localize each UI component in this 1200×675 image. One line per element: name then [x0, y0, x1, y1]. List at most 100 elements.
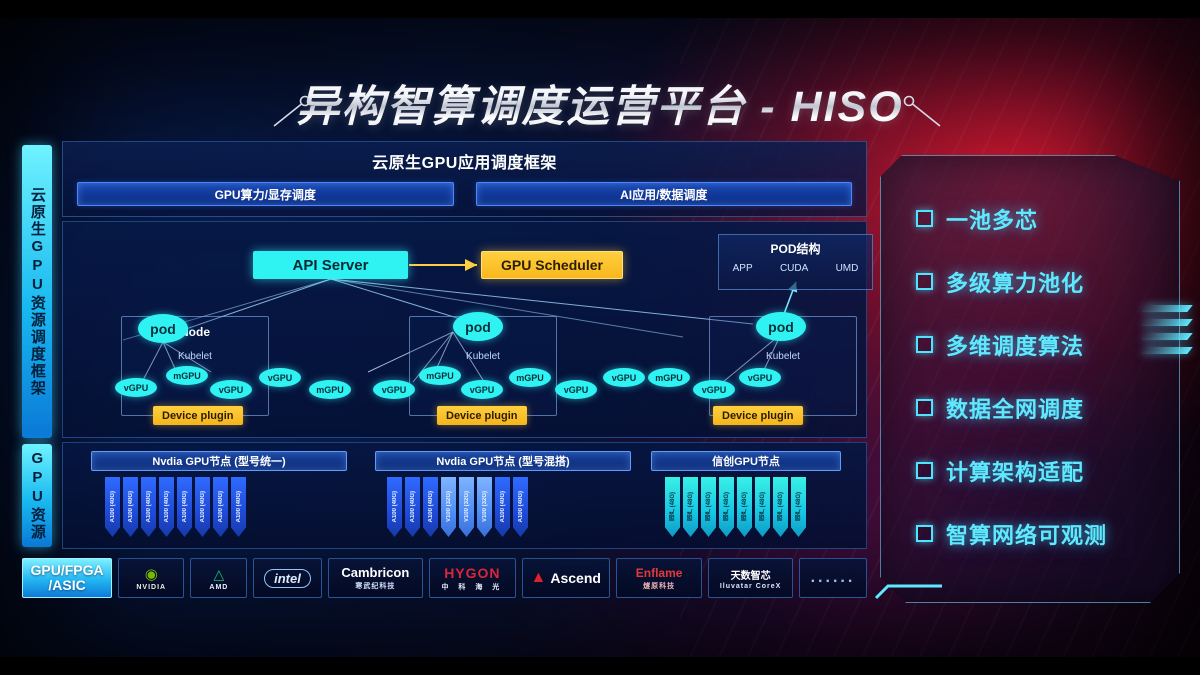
- logo-amd[interactable]: △ AMD: [190, 558, 248, 598]
- gpu-card-1-7[interactable]: A100 (40G): [213, 477, 228, 537]
- gpu-card-2-2[interactable]: A100 (40G): [405, 477, 420, 537]
- feature-item-5[interactable]: 计算架构适配: [916, 439, 1166, 502]
- ascend-mark-icon: ▲: [530, 569, 547, 586]
- gpu-card-group-2: A100 (40G) A100 (40G) A100 (40G) V100 (32G)…: [387, 477, 528, 537]
- gpu-card-1-8[interactable]: A100 (40G): [231, 477, 246, 537]
- gpu-card-2-7[interactable]: A100 (40G): [495, 477, 510, 537]
- gpu-ellipse-1-2[interactable]: mGPU: [166, 366, 208, 385]
- gpu-card-3-4[interactable]: 国产 (48G): [719, 477, 734, 537]
- device-plugin-1[interactable]: Device plugin: [153, 406, 243, 425]
- pod-item-app: APP: [732, 263, 753, 274]
- logo-label-nvidia: NVIDIA: [136, 584, 167, 591]
- logo-sublabel-cambricon: 寒武纪科技: [355, 583, 396, 590]
- feature-list: 一池多芯 多级算力池化 多维调度算法 数据全网调度 计算架构适配 智算网络可观测: [916, 187, 1166, 565]
- gpu-card-label: 国产 (48G): [688, 492, 694, 522]
- gpu-card-label: V100 (32G): [463, 491, 470, 523]
- logo-nvidia[interactable]: ◉ NVIDIA: [118, 558, 185, 598]
- gpu-card-2-4[interactable]: V100 (32G): [441, 477, 456, 537]
- gpu-ellipse-2-6[interactable]: vGPU: [603, 368, 645, 387]
- gpu-ellipse-2-5[interactable]: vGPU: [555, 380, 597, 399]
- pod-ellipse-1[interactable]: pod: [138, 314, 188, 343]
- gpu-card-3-1[interactable]: 国产 (48G): [665, 477, 680, 537]
- logo-ascend[interactable]: ▲ Ascend: [521, 558, 610, 598]
- gpu-card-3-8[interactable]: 国产 (48G): [791, 477, 806, 537]
- pill-ai-app[interactable]: AI应用/数据调度: [475, 182, 852, 206]
- gpu-scheduler-node[interactable]: GPU Scheduler: [481, 251, 623, 279]
- amd-arrow-icon: △: [213, 565, 225, 582]
- api-server-node[interactable]: API Server: [253, 251, 408, 279]
- feature-item-6[interactable]: 智算网络可观测: [916, 502, 1166, 565]
- feature-item-1[interactable]: 一池多芯: [916, 187, 1166, 250]
- gpu-card-label: 国产 (48G): [778, 492, 784, 522]
- gpu-card-1-2[interactable]: A100 (40G): [123, 477, 138, 537]
- architecture-panel: 云原生GPU资源调度框架 GPU资源 云原生GPU应用调度框架 GPU算力/显存…: [22, 141, 873, 599]
- gpu-card-3-6[interactable]: 国产 (48G): [755, 477, 770, 537]
- gpu-card-label: A100 (40G): [217, 491, 224, 523]
- gpu-card-1-1[interactable]: A100 (40G): [105, 477, 120, 537]
- device-plugin-3[interactable]: Device plugin: [713, 406, 803, 425]
- gpu-card-label: A100 (40G): [391, 491, 398, 523]
- gpu-card-3-5[interactable]: 国产 (48G): [737, 477, 752, 537]
- logo-enflame[interactable]: Enflame 燧原科技: [615, 558, 703, 598]
- checkbox-square-icon: [916, 273, 933, 290]
- gpu-card-2-6[interactable]: V100 (32G): [477, 477, 492, 537]
- gpu-card-label: A100 (40G): [145, 491, 152, 523]
- checkbox-square-icon: [916, 462, 933, 479]
- pod-ellipse-3[interactable]: pod: [756, 312, 806, 341]
- logo-label-gpu-fpga-asic: GPU/FPGA /ASIC: [30, 562, 104, 593]
- gpu-card-2-8[interactable]: A100 (40G): [513, 477, 528, 537]
- pod-ellipse-2[interactable]: pod: [453, 312, 503, 341]
- gpu-card-3-3[interactable]: 国产 (48G): [701, 477, 716, 537]
- gpu-ellipse-1-5[interactable]: mGPU: [309, 380, 351, 399]
- feature-item-3[interactable]: 多维调度算法: [916, 313, 1166, 376]
- feature-item-2[interactable]: 多级算力池化: [916, 250, 1166, 313]
- gpu-resource-box: Nvdia GPU节点 (型号统一) Nvdia GPU节点 (型号混搭) 信创…: [62, 442, 867, 549]
- logo-label-enflame: Enflame: [635, 565, 683, 580]
- logo-label-amd: AMD: [209, 583, 229, 591]
- gpu-ellipse-2-2[interactable]: mGPU: [419, 366, 461, 385]
- framework-title: 云原生GPU应用调度框架: [372, 155, 557, 172]
- logo-cambricon[interactable]: Cambricon 寒武纪科技: [327, 558, 424, 598]
- gpu-ellipse-3-2[interactable]: vGPU: [693, 380, 735, 399]
- gpu-card-3-7[interactable]: 国产 (48G): [773, 477, 788, 537]
- pod-structure-title: POD结构: [770, 242, 821, 256]
- gpu-ellipse-3-1[interactable]: mGPU: [648, 368, 690, 387]
- gpu-card-1-4[interactable]: A100 (40G): [159, 477, 174, 537]
- gpu-card-3-2[interactable]: 国产 (48G): [683, 477, 698, 537]
- page-title: 异构智算调度运营平台 - HISO: [296, 72, 903, 134]
- gpu-card-1-3[interactable]: A100 (40G): [141, 477, 156, 537]
- pill-gpu-compute[interactable]: GPU算力/显存调度: [77, 182, 454, 206]
- gpu-ellipse-1-4[interactable]: vGPU: [259, 368, 301, 387]
- kubelet-label-2: Kubelet: [466, 351, 500, 362]
- gpu-card-2-1[interactable]: A100 (40G): [387, 477, 402, 537]
- gpu-ellipse-2-4[interactable]: mGPU: [509, 368, 551, 387]
- scheduling-framework-box: API Server GPU Scheduler POD结构 APP CUDA …: [62, 221, 873, 438]
- gpu-ellipse-2-3[interactable]: vGPU: [461, 380, 503, 399]
- gpu-card-1-5[interactable]: A100 (40G): [177, 477, 192, 537]
- logo-gpu-fpga-asic[interactable]: GPU/FPGA /ASIC: [22, 558, 113, 598]
- gpu-group-header-2[interactable]: Nvdia GPU节点 (型号混搭): [375, 451, 631, 471]
- gpu-ellipse-3-3[interactable]: vGPU: [739, 368, 781, 387]
- gpu-card-label: A100 (40G): [409, 491, 416, 523]
- feature-item-4[interactable]: 数据全网调度: [916, 376, 1166, 439]
- logo-hygon[interactable]: HYGON 中 科 海 光: [429, 558, 516, 598]
- logo-sublabel-hygon: 中 科 海 光: [441, 583, 504, 591]
- logo-iluvatar[interactable]: 天数智芯 Iluvatar CoreX: [708, 558, 793, 598]
- logo-intel[interactable]: intel: [253, 558, 322, 598]
- logo-more[interactable]: ......: [798, 558, 867, 598]
- device-plugin-2[interactable]: Device plugin: [437, 406, 527, 425]
- gpu-ellipse-1-1[interactable]: vGPU: [115, 378, 157, 397]
- logo-sublabel-iluvatar: Iluvatar CoreX: [719, 582, 782, 590]
- gpu-ellipse-2-1[interactable]: vGPU: [373, 380, 415, 399]
- gpu-card-2-3[interactable]: A100 (40G): [423, 477, 438, 537]
- gpu-card-label: 国产 (48G): [670, 492, 676, 522]
- gpu-card-1-6[interactable]: A100 (40G): [195, 477, 210, 537]
- gpu-card-2-5[interactable]: V100 (32G): [459, 477, 474, 537]
- gpu-ellipse-1-3[interactable]: vGPU: [210, 380, 252, 399]
- gpu-group-header-3[interactable]: 信创GPU节点: [651, 451, 841, 471]
- gpu-group-header-1[interactable]: Nvdia GPU节点 (型号统一): [91, 451, 347, 471]
- checkbox-square-icon: [916, 210, 933, 227]
- top-letterbox-bar: [0, 0, 1200, 18]
- gpu-card-label: A100 (40G): [427, 491, 434, 523]
- pod-item-umd: UMD: [835, 263, 859, 274]
